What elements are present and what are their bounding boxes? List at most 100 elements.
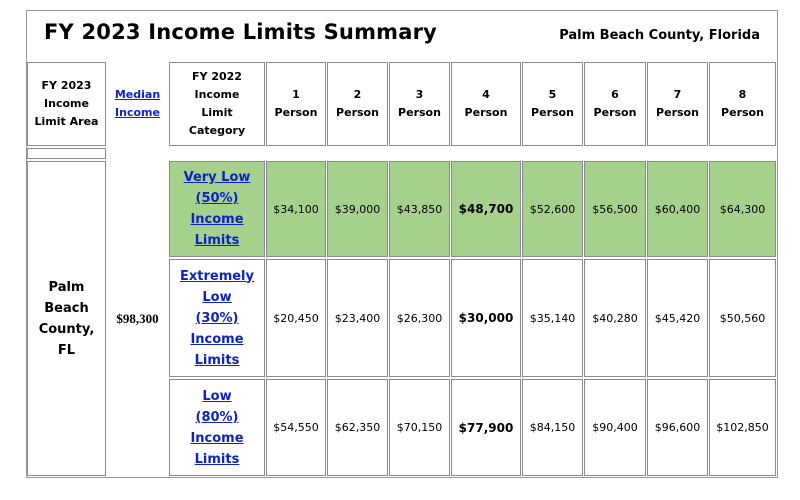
area-line: Beach — [44, 300, 89, 316]
value-text: $77,900 — [458, 420, 514, 435]
header-person-8: 8 Person — [709, 62, 776, 146]
value-cell: $20,450 — [266, 259, 326, 377]
person-count: 1 — [292, 88, 300, 101]
value-text: $60,400 — [654, 202, 701, 216]
summary-frame — [26, 10, 778, 478]
value-cell: $84,150 — [522, 379, 583, 476]
extremely-low-income-limits-link[interactable]: Extremely Low (30%) Income Limits — [180, 266, 254, 371]
category-line: Limits — [194, 233, 240, 248]
header-person-3: 3 Person — [389, 62, 450, 146]
person-label: Person — [593, 106, 637, 119]
value-cell: $30,000 — [451, 259, 521, 377]
header-person-2: 2 Person — [327, 62, 388, 146]
very-low-income-limits-link[interactable]: Very Low (50%) Income Limits — [184, 167, 251, 251]
median-link-line: Median — [114, 88, 161, 101]
person-count: 7 — [673, 88, 682, 101]
value-cell: $26,300 — [389, 259, 450, 377]
median-income-value: $98,300 — [107, 161, 168, 476]
value-cell: $54,550 — [266, 379, 326, 476]
value-text: $90,400 — [592, 421, 638, 434]
value-text: $64,300 — [719, 202, 766, 216]
category-extremely-low: Extremely Low (30%) Income Limits — [169, 259, 265, 377]
category-very-low: Very Low (50%) Income Limits — [169, 161, 265, 257]
value-cell: $40,280 — [584, 259, 646, 377]
person-label: Person — [336, 106, 379, 119]
value-cell: $60,400 — [647, 161, 708, 257]
value-cell: $35,140 — [522, 259, 583, 377]
header-area: FY 2023 Income Limit Area — [27, 62, 106, 146]
category-line: Limits — [194, 352, 240, 368]
area-line: County, — [38, 321, 95, 337]
county-label: Palm Beach County, Florida — [559, 28, 760, 43]
value-text: $35,140 — [529, 311, 576, 325]
person-label: Person — [274, 106, 318, 119]
category-low: Low (80%) Income Limits — [169, 379, 265, 476]
value-cell: $34,100 — [266, 161, 326, 257]
value-cell: $23,400 — [327, 259, 388, 377]
value-text: $96,600 — [654, 421, 701, 434]
header-category-line: Income — [194, 88, 240, 101]
empty-spacer-cell — [27, 148, 106, 159]
header-area-line: FY 2023 — [41, 79, 92, 92]
header-person-6: 6 Person — [584, 62, 646, 146]
value-cell: $39,000 — [327, 161, 388, 257]
value-cell: $52,600 — [522, 161, 583, 257]
value-cell: $45,420 — [647, 259, 708, 377]
value-cell: $96,600 — [647, 379, 708, 476]
header-area-line: Income — [44, 97, 89, 110]
header-person-4: 4 Person — [451, 62, 521, 146]
person-count: 5 — [548, 88, 557, 101]
person-label: Person — [656, 106, 699, 119]
median-income-link[interactable]: Median Income — [115, 86, 160, 122]
value-cell: $90,400 — [584, 379, 646, 476]
value-text: $70,150 — [396, 421, 443, 434]
value-text: $84,150 — [529, 421, 576, 434]
header-category-line: FY 2022 — [192, 70, 242, 83]
person-label: Person — [721, 106, 764, 119]
value-text: $52,600 — [529, 202, 576, 216]
value-text: $50,560 — [719, 311, 766, 325]
median-link-line: Income — [115, 106, 160, 119]
category-line: Low — [202, 289, 232, 305]
value-text: $20,450 — [273, 311, 319, 325]
category-line: Income — [190, 430, 244, 446]
category-line: Income — [190, 331, 244, 347]
area-line: Palm — [48, 279, 85, 295]
person-label: Person — [398, 106, 441, 119]
value-cell: $102,850 — [709, 379, 776, 476]
value-cell: $62,350 — [327, 379, 388, 476]
header-median: Median Income — [107, 62, 168, 146]
header-area-line: Limit Area — [34, 115, 99, 128]
category-line: Extremely — [179, 268, 254, 284]
value-cell: $50,560 — [709, 259, 776, 377]
area-cell: Palm Beach County, FL — [27, 161, 106, 476]
header-category-line: Limit — [201, 106, 233, 119]
person-count: 6 — [611, 88, 619, 101]
value-text: $30,000 — [458, 311, 514, 325]
value-cell: $43,850 — [389, 161, 450, 257]
value-text: $26,300 — [396, 311, 443, 325]
value-text: $54,550 — [273, 421, 319, 434]
category-line: Low — [202, 388, 232, 404]
value-cell: $64,300 — [709, 161, 776, 257]
median-income-text: $98,300 — [116, 310, 159, 326]
value-text: $62,350 — [334, 421, 381, 434]
low-income-limits-link[interactable]: Low (80%) Income Limits — [190, 386, 243, 470]
header-category-line: Category — [188, 124, 246, 137]
value-text: $43,850 — [396, 202, 443, 216]
page-title: FY 2023 Income Limits Summary — [44, 20, 438, 44]
category-line: Income — [190, 212, 244, 227]
value-text: $48,700 — [458, 202, 514, 216]
value-text: $34,100 — [273, 202, 319, 216]
value-text: $23,400 — [334, 311, 381, 325]
value-text: $39,000 — [334, 202, 381, 216]
value-cell: $48,700 — [451, 161, 521, 257]
header-person-5: 5 Person — [522, 62, 583, 146]
person-count: 8 — [738, 88, 747, 101]
value-cell: $56,500 — [584, 161, 646, 257]
value-cell: $70,150 — [389, 379, 450, 476]
person-count: 4 — [482, 88, 490, 101]
header-category: FY 2022 Income Limit Category — [169, 62, 265, 146]
header-person-1: 1 Person — [266, 62, 326, 146]
value-text: $56,500 — [592, 202, 638, 216]
